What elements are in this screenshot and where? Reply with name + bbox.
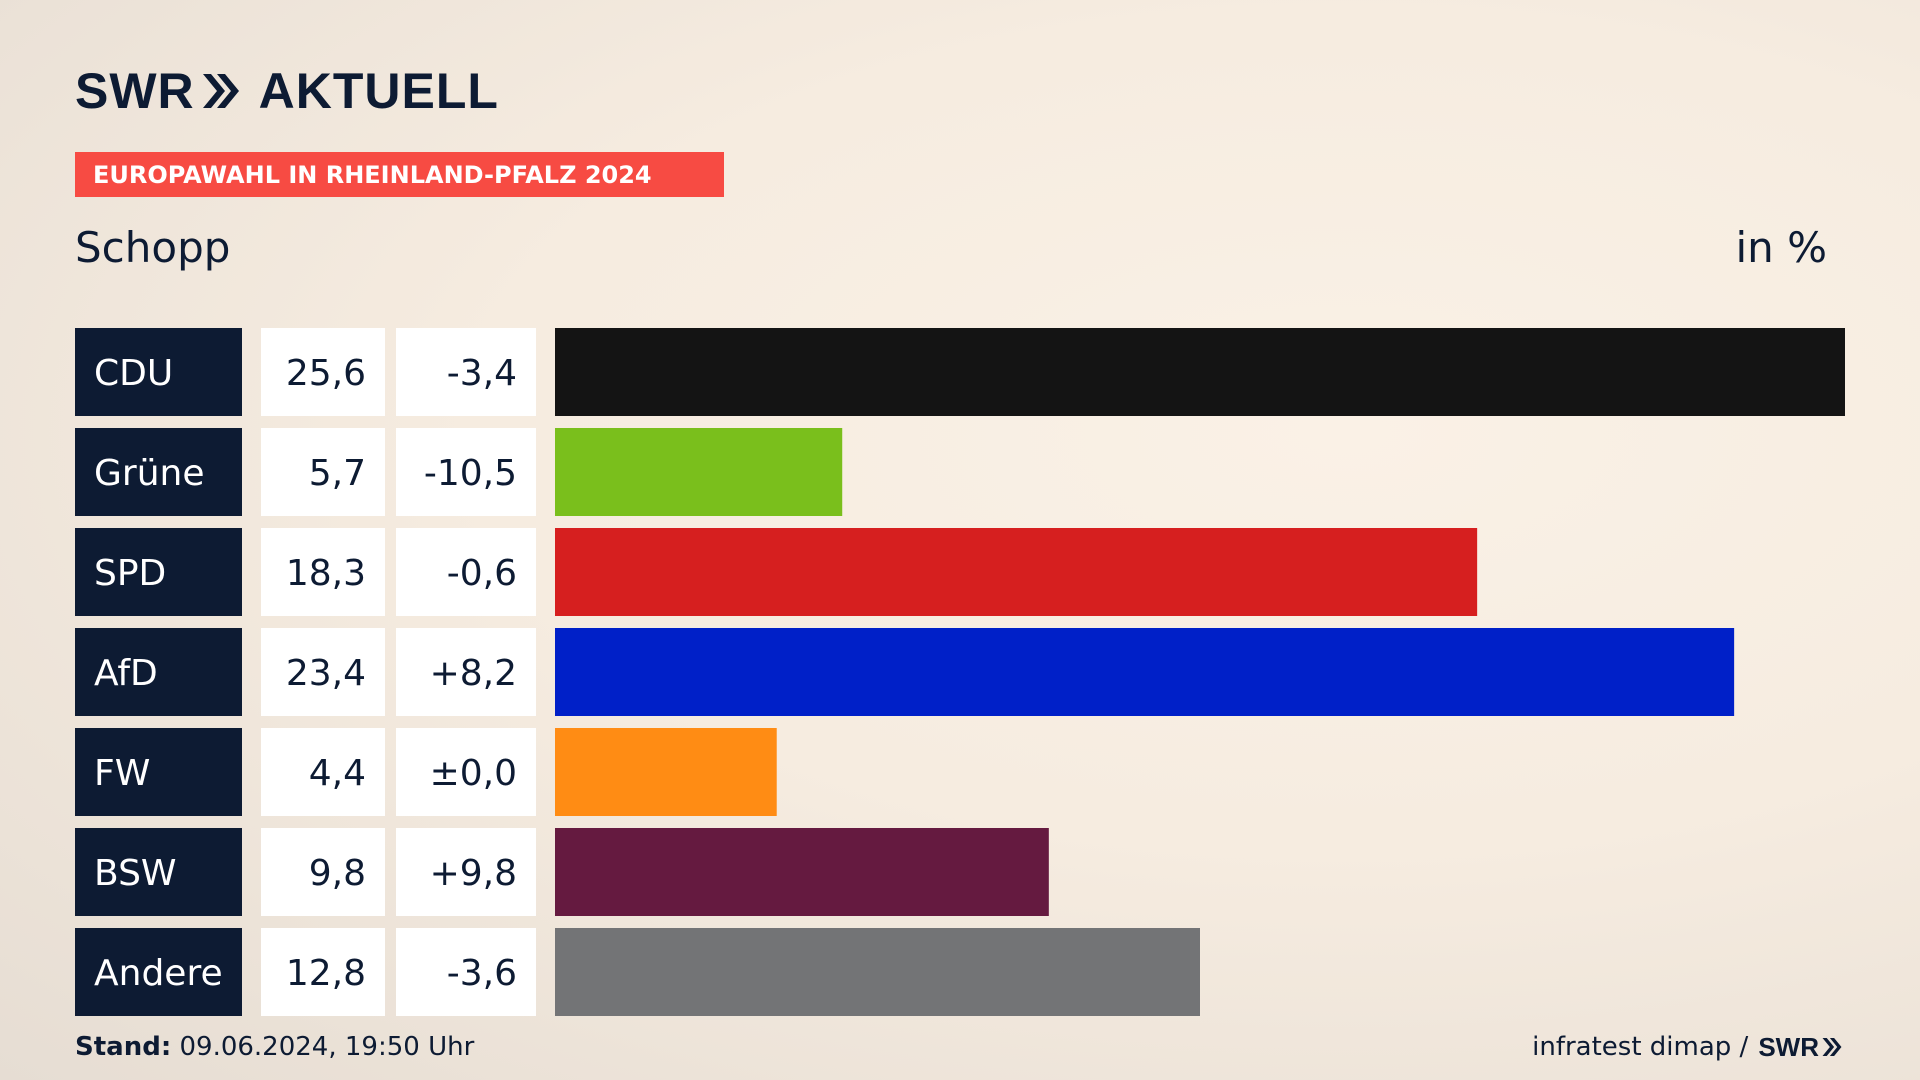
value-label: 25,6 <box>286 353 366 394</box>
value-cell <box>261 928 385 1016</box>
small-double-chevron-icon <box>1822 1038 1842 1056</box>
value-label: 12,8 <box>286 953 366 994</box>
party-cell <box>75 428 242 516</box>
timestamp: Stand: 09.06.2024, 19:50 Uhr <box>75 1030 474 1064</box>
change-label: -3,4 <box>447 353 517 394</box>
change-cell <box>396 628 536 716</box>
value-cell <box>261 428 385 516</box>
change-cell <box>396 328 536 416</box>
party-name: Grüne <box>94 453 204 494</box>
value-cell <box>261 828 385 916</box>
change-label: ±0,0 <box>430 753 517 794</box>
value-cell <box>261 528 385 616</box>
stand-value: 09.06.2024, 19:50 Uhr <box>179 1032 475 1062</box>
value-cell <box>261 328 385 416</box>
party-cell <box>75 628 242 716</box>
party-cell <box>75 728 242 816</box>
change-label: +9,8 <box>430 853 517 894</box>
bar-afd <box>555 628 1735 716</box>
party-cell <box>75 828 242 916</box>
party-name: SPD <box>94 553 166 594</box>
change-label: -10,5 <box>424 453 517 494</box>
source-text: infratest dimap / <box>1532 1032 1749 1062</box>
double-chevron-icon <box>202 74 239 108</box>
value-label: 5,7 <box>309 453 366 494</box>
stand-label: Stand: <box>75 1032 172 1062</box>
change-cell <box>396 728 536 816</box>
change-cell <box>396 428 536 516</box>
value-label: 4,4 <box>309 753 366 794</box>
logo-brand: SWR <box>75 63 195 119</box>
source-credit: infratest dimap / SWR <box>1532 1030 1843 1064</box>
change-label: +8,2 <box>430 653 517 694</box>
party-cell <box>75 328 242 416</box>
logo-product: AKTUELL <box>258 63 499 119</box>
party-cell <box>75 928 242 1016</box>
bar-andere <box>555 928 1200 1016</box>
swr-small-logo: SWR <box>1758 1032 1819 1062</box>
party-name: CDU <box>94 353 173 394</box>
value-label: 23,4 <box>286 653 366 694</box>
value-cell <box>261 728 385 816</box>
party-name: FW <box>94 753 150 794</box>
value-label: 18,3 <box>286 553 366 594</box>
chart-subtitle: Schopp <box>75 223 231 272</box>
election-banner: EUROPAWAHL IN RHEINLAND-PFALZ 2024 <box>75 152 724 197</box>
change-cell <box>396 528 536 616</box>
bar-grüne <box>555 428 843 516</box>
unit-label: in % <box>1735 223 1827 272</box>
bar-bsw <box>555 828 1049 916</box>
bar-spd <box>555 528 1478 616</box>
swr-aktuell-logo: SWR AKTUELL <box>75 66 499 116</box>
change-label: -0,6 <box>447 553 517 594</box>
party-name: Andere <box>94 953 223 994</box>
party-cell <box>75 528 242 616</box>
bar-fw <box>555 728 777 816</box>
party-name: BSW <box>94 853 177 894</box>
change-label: -3,6 <box>447 953 517 994</box>
value-cell <box>261 628 385 716</box>
value-label: 9,8 <box>309 853 366 894</box>
party-name: AfD <box>94 653 158 694</box>
change-cell <box>396 828 536 916</box>
bar-cdu <box>555 328 1845 416</box>
change-cell <box>396 928 536 1016</box>
